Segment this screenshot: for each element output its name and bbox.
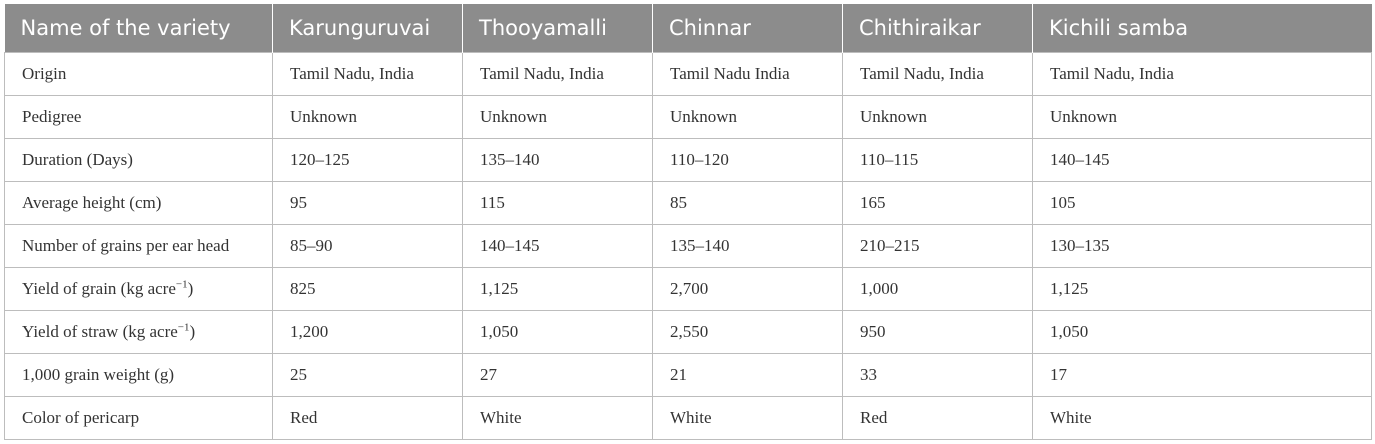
table-cell: Tamil Nadu, India xyxy=(842,51,1033,96)
table-cell: 120–125 xyxy=(272,137,463,182)
variety-comparison-table: Name of the variety Karunguruvai Thooyam… xyxy=(4,4,1372,440)
row-label-cell: Color of pericarp xyxy=(4,395,273,440)
table-cell: 1,125 xyxy=(462,266,653,311)
row-label-cell: Duration (Days) xyxy=(4,137,273,182)
row-label-cell: Pedigree xyxy=(4,94,273,139)
table-cell: 33 xyxy=(842,352,1033,397)
header-cell-variety-name: Name of the variety xyxy=(4,4,273,52)
table-cell: 105 xyxy=(1032,180,1372,225)
table-cell: 950 xyxy=(842,309,1033,354)
row-label-cell: 1,000 grain weight (g) xyxy=(4,352,273,397)
table-cell: Unknown xyxy=(272,94,463,139)
table-cell: 1,125 xyxy=(1032,266,1372,311)
table-cell: 21 xyxy=(652,352,843,397)
table-cell: 25 xyxy=(272,352,463,397)
table-cell: Tamil Nadu India xyxy=(652,51,843,96)
table-cell: 165 xyxy=(842,180,1033,225)
table-row-pericarp-color: Color of pericarp Red White White Red Wh… xyxy=(4,395,1372,440)
table-row-duration: Duration (Days) 120–125 135–140 110–120 … xyxy=(4,137,1372,182)
table-row-average-height: Average height (cm) 95 115 85 165 105 xyxy=(4,180,1372,225)
table-row-yield-of-straw: Yield of straw (kg acre−1) 1,200 1,050 2… xyxy=(4,309,1372,354)
table-cell: White xyxy=(1032,395,1372,440)
table-header-row: Name of the variety Karunguruvai Thooyam… xyxy=(4,4,1372,52)
table-cell: 110–115 xyxy=(842,137,1033,182)
table-cell: 130–135 xyxy=(1032,223,1372,268)
table-cell: 115 xyxy=(462,180,653,225)
table-cell: 95 xyxy=(272,180,463,225)
table-row-origin: Origin Tamil Nadu, India Tamil Nadu, Ind… xyxy=(4,51,1372,96)
exponent-superscript: −1 xyxy=(175,277,188,290)
table-cell: 135–140 xyxy=(652,223,843,268)
table-row-yield-of-grain: Yield of grain (kg acre−1) 825 1,125 2,7… xyxy=(4,266,1372,311)
table-cell: Tamil Nadu, India xyxy=(1032,51,1372,96)
header-cell-kichili-samba: Kichili samba xyxy=(1032,4,1372,52)
table-cell: Red xyxy=(842,395,1033,440)
table-cell: 1,050 xyxy=(462,309,653,354)
row-label-cell: Yield of straw (kg acre−1) xyxy=(4,309,273,354)
table-cell: Unknown xyxy=(652,94,843,139)
table-cell: Unknown xyxy=(842,94,1033,139)
row-label-cell: Origin xyxy=(4,51,273,96)
table-cell: 85 xyxy=(652,180,843,225)
table-cell: Tamil Nadu, India xyxy=(272,51,463,96)
table-cell: 140–145 xyxy=(1032,137,1372,182)
table-cell: 110–120 xyxy=(652,137,843,182)
table-cell: 1,050 xyxy=(1032,309,1372,354)
table-row-grains-per-ear-head: Number of grains per ear head 85–90 140–… xyxy=(4,223,1372,268)
table-cell: 2,550 xyxy=(652,309,843,354)
table-cell: 210–215 xyxy=(842,223,1033,268)
header-cell-karunguruvai: Karunguruvai xyxy=(272,4,463,52)
table-cell: White xyxy=(462,395,653,440)
table-cell: 2,700 xyxy=(652,266,843,311)
row-label-cell: Yield of grain (kg acre−1) xyxy=(4,266,273,311)
exponent-superscript: −1 xyxy=(177,320,190,333)
row-label-cell: Number of grains per ear head xyxy=(4,223,273,268)
table-cell: 27 xyxy=(462,352,653,397)
table-cell: Unknown xyxy=(1032,94,1372,139)
header-cell-thooyamalli: Thooyamalli xyxy=(462,4,653,52)
table-cell: Unknown xyxy=(462,94,653,139)
variety-comparison-table-container: Name of the variety Karunguruvai Thooyam… xyxy=(4,4,1372,440)
table-cell: 140–145 xyxy=(462,223,653,268)
table-cell: Tamil Nadu, India xyxy=(462,51,653,96)
table-cell: 1,000 xyxy=(842,266,1033,311)
table-cell: 17 xyxy=(1032,352,1372,397)
table-row-pedigree: Pedigree Unknown Unknown Unknown Unknown… xyxy=(4,94,1372,139)
table-cell: 135–140 xyxy=(462,137,653,182)
table-cell: Red xyxy=(272,395,463,440)
row-label-cell: Average height (cm) xyxy=(4,180,273,225)
table-cell: 85–90 xyxy=(272,223,463,268)
table-cell: 1,200 xyxy=(272,309,463,354)
table-cell: 825 xyxy=(272,266,463,311)
table-row-grain-weight: 1,000 grain weight (g) 25 27 21 33 17 xyxy=(4,352,1372,397)
table-cell: White xyxy=(652,395,843,440)
header-cell-chinnar: Chinnar xyxy=(652,4,843,52)
header-cell-chithiraikar: Chithiraikar xyxy=(842,4,1033,52)
